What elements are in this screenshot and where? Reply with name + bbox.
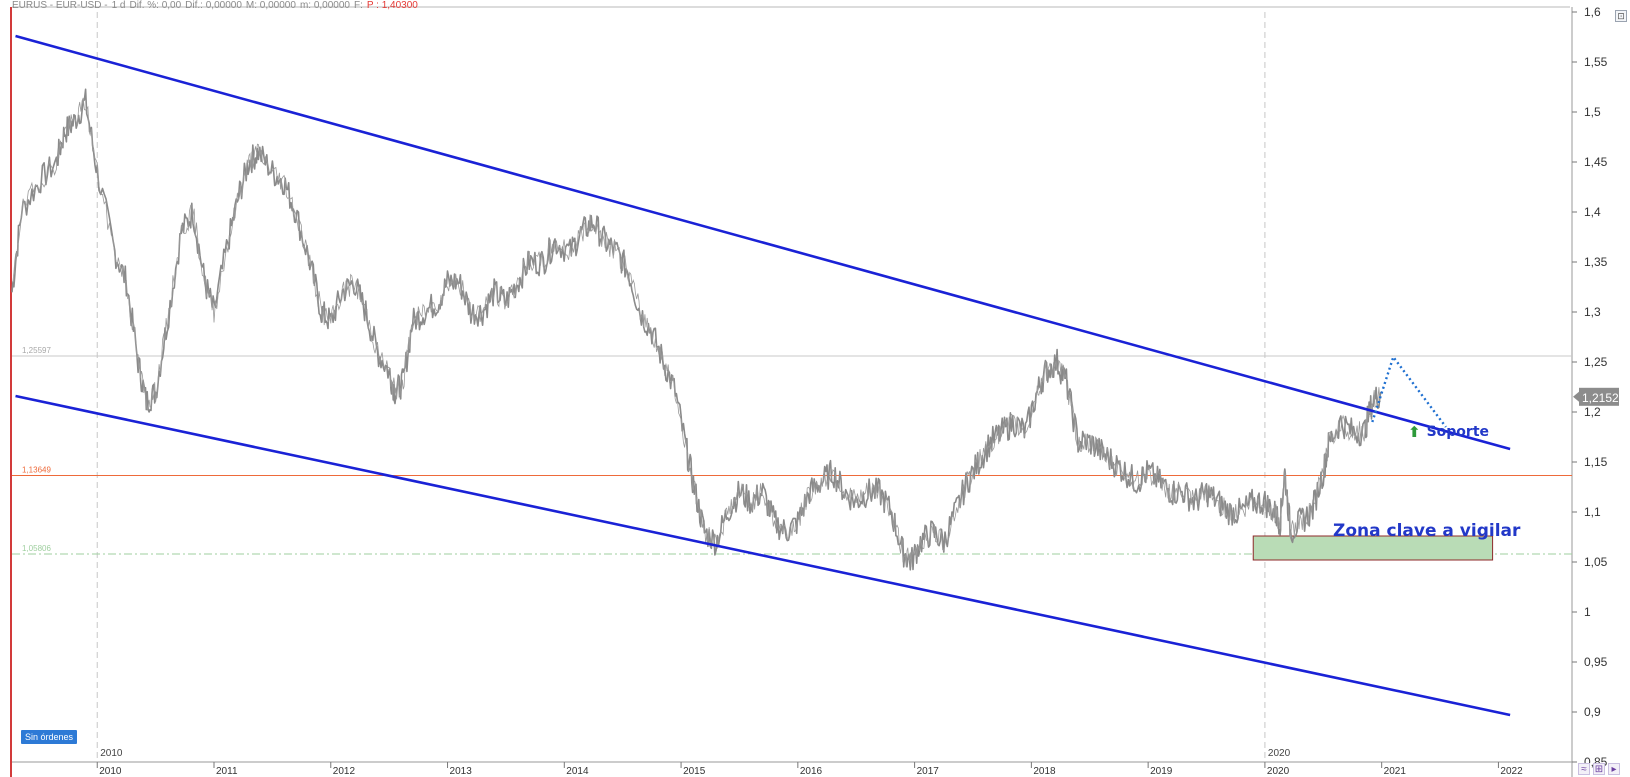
x-tick-label: 2020: [1267, 766, 1290, 777]
y-tick-label: 1,55: [1584, 55, 1608, 69]
x-axis: 2010 2011 2012 2013 2014 2015 2016 2017 2018 2019…: [96, 762, 1523, 777]
arrow-right-icon[interactable]: ▸: [1608, 763, 1620, 775]
y-tick-label: 1,6: [1584, 5, 1601, 19]
header-dif: Dif.: 0,00000: [185, 0, 242, 11]
price-wicks: [11, 97, 1381, 568]
y-tick-label: 1,35: [1584, 255, 1608, 269]
period-marker-label: 2020: [1268, 748, 1291, 759]
y-tick-label: 1,05: [1584, 555, 1608, 569]
up-arrow-icon: ⬆: [1408, 423, 1421, 441]
current-price-badge: 1,2152: [1573, 387, 1619, 406]
price-badge-pointer: [1573, 391, 1579, 402]
channel-layer: [15, 34, 1511, 717]
x-tick-label: 2019: [1150, 766, 1173, 777]
projection-layer: [1371, 354, 1447, 428]
y-tick-label: 0,95: [1584, 655, 1608, 669]
y-tick-label: 1,3: [1584, 305, 1601, 319]
x-tick-label: 2010: [99, 766, 122, 777]
orders-status-badge[interactable]: Sin órdenes: [21, 730, 78, 744]
key-zone-label: Zona clave a vigilar: [1333, 521, 1521, 541]
x-tick-label: 2014: [566, 766, 589, 777]
price-badge-bg: [1579, 387, 1619, 406]
x-tick-label: 2016: [800, 766, 823, 777]
y-tick-label: 1,25: [1584, 355, 1608, 369]
projection-line: [1371, 354, 1447, 428]
header-last-price: P : 1,40300: [366, 0, 418, 11]
y-tick-label: 1,5: [1584, 105, 1601, 119]
x-tick-label: 2021: [1384, 766, 1407, 777]
channel-line: [15, 34, 1511, 451]
y-tick-label: 1,15: [1584, 455, 1608, 469]
y-tick-label: 0,9: [1584, 705, 1601, 719]
chart-header: EURUS - EUR-USD - 1 d Dif. %: 0,00 Dif.:…: [12, 0, 1572, 12]
expand-icon[interactable]: ⊡: [1615, 10, 1627, 22]
x-tick-label: 2018: [1033, 766, 1056, 777]
x-tick-label: 2022: [1500, 766, 1523, 777]
support-annotation: ⬆ Soporte: [1408, 424, 1489, 440]
price-layer: [11, 88, 1383, 571]
y-tick-label: 1,1: [1584, 505, 1601, 519]
bottom-toolbar: ≈ ⊞ ▸: [1578, 763, 1620, 775]
x-tick-label: 2012: [333, 766, 356, 777]
level-label: 1,05806: [22, 544, 51, 553]
y-tick-label: 1: [1584, 605, 1591, 619]
header-f: F:: [353, 0, 363, 11]
chart-left-border: [10, 7, 12, 777]
x-tick-label: 2017: [917, 766, 940, 777]
support-label: Soporte: [1426, 424, 1490, 440]
level-label: 1,25597: [22, 346, 51, 355]
x-tick-label: 2011: [216, 766, 238, 777]
y-tick-label: 1,4: [1584, 205, 1601, 219]
x-tick-label: 2015: [683, 766, 706, 777]
x-tick-label: 2013: [450, 766, 473, 777]
y-tick-label: 1,45: [1584, 155, 1608, 169]
price-badge-label: 1,2152: [1582, 391, 1619, 405]
level-label: 1,13649: [22, 466, 51, 475]
y-axis: 1,6 1,55 1,5 1,45 1,4 1,35 1,3 1,25 1,2 1,15 1,1 1,…: [1572, 5, 1608, 769]
crosshair-icon[interactable]: ⊞: [1593, 763, 1605, 775]
header-dif-pct: Dif. %: 0,00: [129, 0, 182, 11]
y-tick-label: 1,2: [1584, 405, 1601, 419]
channel-line: [15, 394, 1511, 717]
period-markers: 2010 2020: [96, 12, 1291, 762]
header-max: M: 0,00000: [245, 0, 296, 11]
header-min: m: 0,00000: [299, 0, 350, 11]
header-symbol: EURUS - EUR-USD -: [12, 0, 108, 11]
period-marker-label: 2010: [100, 748, 123, 759]
header-timeframe: 1 d: [111, 0, 126, 11]
wave-icon[interactable]: ≈: [1578, 763, 1590, 775]
